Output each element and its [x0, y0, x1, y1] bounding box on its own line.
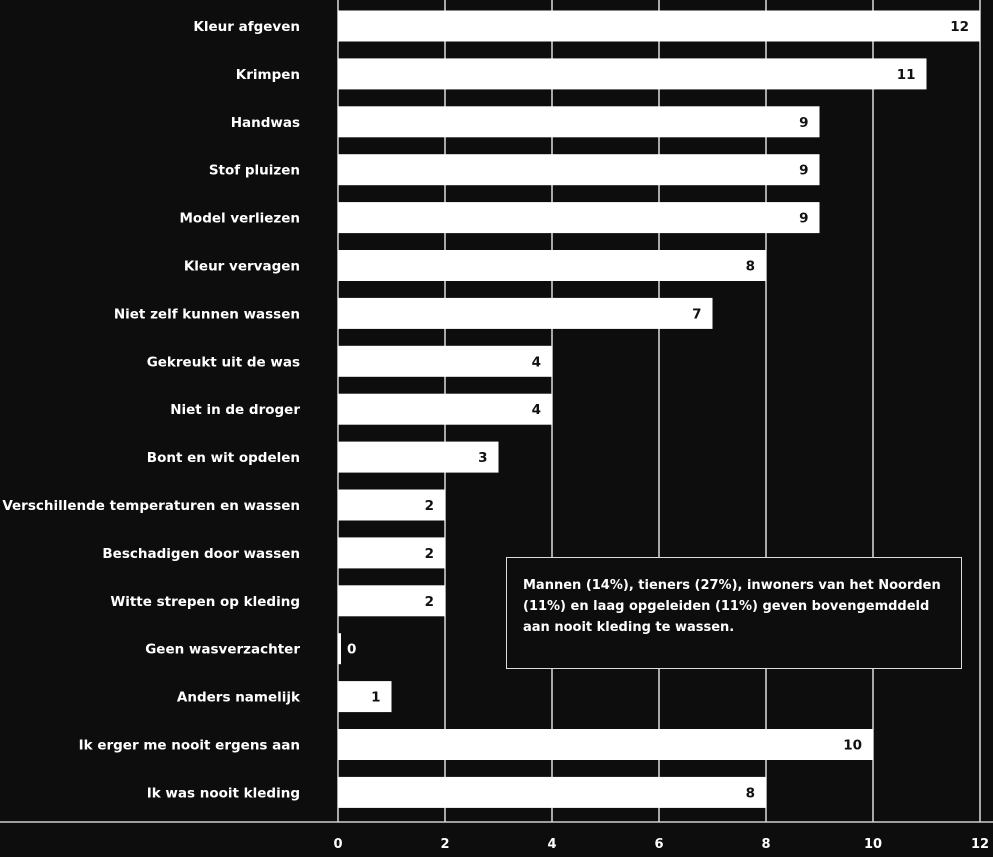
category-label: Ik was nooit kleding	[147, 785, 300, 801]
value-label: 9	[799, 211, 808, 227]
x-tick-label: 6	[654, 837, 663, 852]
bar	[338, 297, 713, 329]
value-label: 3	[478, 450, 487, 466]
value-label: 9	[799, 163, 808, 179]
bar	[338, 441, 499, 473]
category-label: Beschadigen door wassen	[102, 546, 300, 562]
category-label: Verschillende temperaturen en wassen	[2, 498, 300, 514]
bars: 12 11 9 9 9 8 7 4 4 3 2 2 2 0 1 10 8	[338, 10, 980, 808]
value-label: 7	[692, 306, 701, 322]
bar	[338, 202, 820, 234]
x-axis: 0 2 4 6 8 10 12	[0, 821, 993, 852]
x-tick-label: 10	[864, 837, 882, 852]
value-label: 9	[799, 115, 808, 131]
bar	[338, 681, 392, 713]
annotation-box: Mannen (14%), tieners (27%), inwoners va…	[506, 557, 962, 669]
x-tick-label: 2	[440, 837, 449, 852]
bar	[338, 633, 341, 665]
bar	[338, 345, 552, 377]
value-label: 0	[347, 642, 356, 658]
bar	[338, 106, 820, 138]
bar	[338, 537, 445, 569]
category-label: Geen wasverzachter	[145, 642, 300, 658]
value-label: 2	[425, 546, 434, 562]
value-label: 11	[897, 67, 916, 83]
category-label: Niet zelf kunnen wassen	[114, 306, 300, 322]
x-tick-label: 8	[761, 837, 770, 852]
value-label: 2	[425, 498, 434, 514]
category-label: Stof pluizen	[209, 163, 300, 179]
category-label: Model verliezen	[179, 211, 300, 227]
bar	[338, 585, 445, 617]
value-label: 4	[532, 402, 541, 418]
x-tick-label: 4	[547, 837, 556, 852]
value-label: 12	[950, 19, 969, 35]
x-tick-label: 12	[971, 837, 989, 852]
bar	[338, 58, 927, 90]
category-label: Witte strepen op kleding	[110, 594, 300, 610]
annotation-text: Mannen (14%), tieners (27%), inwoners va…	[523, 578, 941, 635]
bar	[338, 154, 820, 186]
category-label: Kleur vervagen	[184, 259, 300, 275]
value-label: 4	[532, 354, 541, 370]
x-tick-label: 0	[333, 837, 342, 852]
bar	[338, 729, 873, 760]
bar	[338, 250, 766, 281]
category-label: Gekreukt uit de was	[147, 354, 300, 370]
category-label: Ik erger me nooit ergens aan	[79, 738, 300, 754]
value-label: 1	[371, 690, 380, 706]
bar	[338, 776, 766, 808]
value-label: 8	[746, 259, 755, 275]
category-labels: Kleur afgeven Krimpen Handwas Stof pluizen M…	[2, 19, 301, 801]
bar	[338, 489, 445, 521]
value-label: 2	[425, 594, 434, 610]
category-label: Niet in de droger	[170, 402, 300, 418]
bar	[338, 10, 980, 42]
category-label: Anders namelijk	[177, 690, 301, 706]
category-label: Bont en wit opdelen	[147, 450, 300, 466]
category-label: Krimpen	[236, 67, 300, 83]
category-label: Kleur afgeven	[193, 19, 300, 35]
bar	[338, 393, 552, 425]
category-label: Handwas	[231, 115, 300, 131]
value-label: 8	[746, 785, 755, 801]
value-label: 10	[843, 738, 862, 754]
